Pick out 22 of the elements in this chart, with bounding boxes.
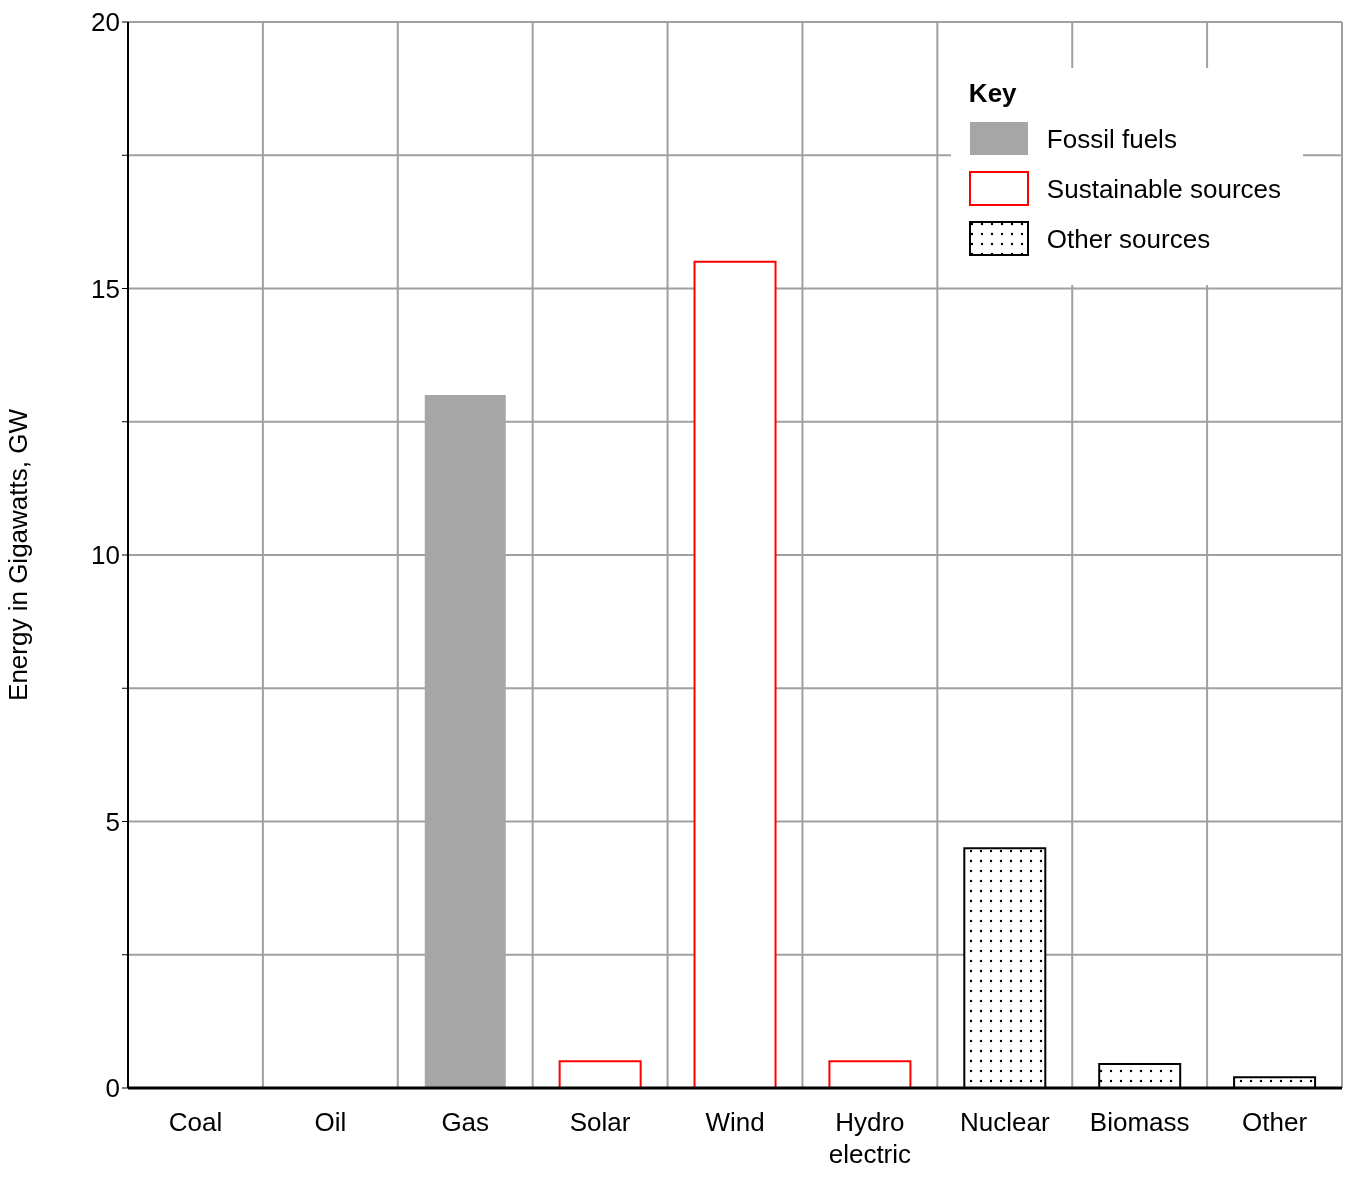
y-axis-title: Energy in Gigawatts, GW bbox=[3, 408, 34, 701]
x-tick-label: Biomass bbox=[1089, 1107, 1190, 1137]
x-tick-label: Nuclear bbox=[959, 1107, 1050, 1137]
bar bbox=[693, 260, 777, 1088]
y-tick-label: 10 bbox=[91, 540, 120, 571]
x-tick-label: Coal bbox=[168, 1107, 223, 1137]
legend-label: Sustainable sources bbox=[1046, 173, 1281, 205]
bar bbox=[828, 1060, 912, 1088]
x-tick-label: Gas bbox=[441, 1107, 490, 1137]
x-tick-label: Solar bbox=[569, 1107, 631, 1137]
y-tick-label: 20 bbox=[91, 7, 120, 38]
x-tick-label: Wind bbox=[705, 1107, 765, 1137]
y-tick-label: 5 bbox=[105, 806, 120, 837]
legend-label: Other sources bbox=[1046, 223, 1211, 255]
y-tick-label: 15 bbox=[91, 273, 120, 304]
x-tick-label: Oil bbox=[314, 1107, 347, 1137]
x-tick-label: Other bbox=[1242, 1107, 1308, 1137]
legend-title: Key bbox=[968, 78, 1018, 109]
legend-label: Fossil fuels bbox=[1046, 123, 1177, 155]
y-tick-label: 0 bbox=[105, 1073, 120, 1104]
bar bbox=[558, 1060, 642, 1088]
x-tick-label: Hydro electric bbox=[828, 1107, 912, 1169]
